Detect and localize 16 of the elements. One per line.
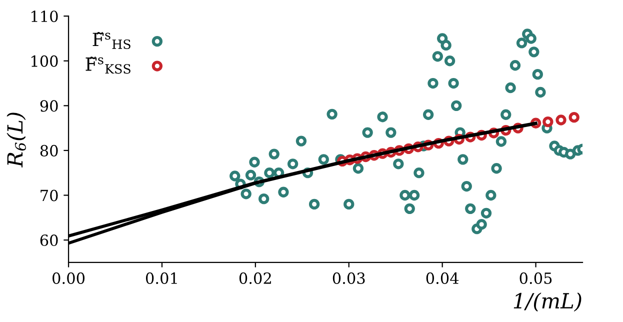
y-tick-label: 110 [32, 10, 58, 22]
y-tick-label: 100 [32, 55, 58, 67]
y-axis-title: R$_{6}$(L) [6, 112, 26, 168]
x-tick-label: 0.04 [426, 272, 459, 284]
x-tick-label: 0.02 [239, 272, 271, 284]
legend-label: F̃$^{s}$$_{KSS}$ [86, 56, 130, 74]
legend-label: F̃$^{s}$$_{HS}$ [92, 32, 130, 50]
y-tick-label: 80 [40, 144, 58, 156]
y-tick-label: 90 [40, 100, 58, 112]
x-tick-label: 0.01 [146, 272, 177, 284]
y-tick-label: 60 [40, 234, 58, 246]
y-tick-label: 70 [40, 190, 58, 202]
x-axis-title: 1/(mL) [514, 292, 582, 312]
x-tick-label: 0.03 [332, 272, 365, 284]
x-tick-label: 0.05 [520, 272, 552, 284]
x-tick-label: 0.00 [52, 272, 85, 284]
